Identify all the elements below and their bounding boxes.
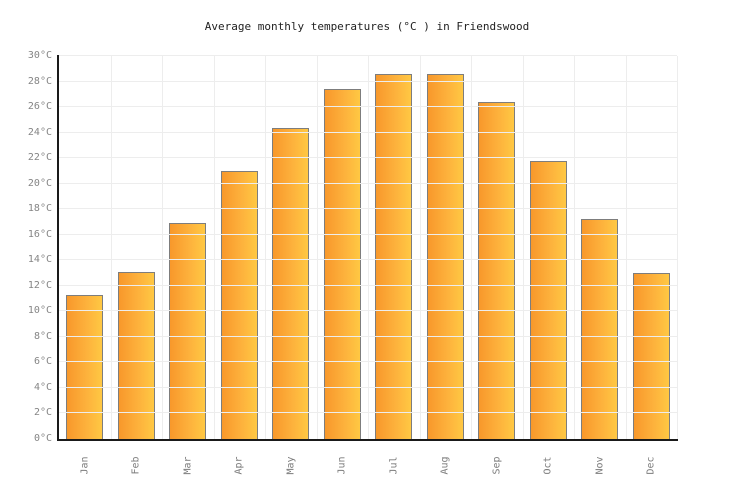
y-tick-label-16: 16°C xyxy=(27,228,52,240)
x-tick-label-may: May xyxy=(265,443,317,487)
bar-jun xyxy=(323,89,361,439)
gridline-vertical xyxy=(316,56,318,439)
bar-jan xyxy=(66,294,104,439)
x-tick-label-text: Jan xyxy=(79,455,91,475)
bar-slot-may xyxy=(265,56,317,439)
x-axis-line xyxy=(57,439,678,441)
bar-slot-dec xyxy=(626,56,678,439)
bar-slot-nov xyxy=(574,56,626,439)
x-tick-label-text: Feb xyxy=(130,455,142,475)
gridline-vertical xyxy=(471,56,472,439)
x-tick-label-jun: Jun xyxy=(317,443,369,487)
bar-slot-feb xyxy=(111,56,163,439)
y-tick-label-10: 10°C xyxy=(27,305,52,317)
gridline-vertical xyxy=(522,56,524,439)
gridline-vertical xyxy=(574,56,575,439)
y-tick-label-24: 24°C xyxy=(27,126,52,138)
y-tick-label-0: 0°C xyxy=(33,433,52,444)
y-tick-label-12: 12°C xyxy=(27,279,52,291)
y-tick-label-20: 20°C xyxy=(27,177,52,189)
bar-slot-jun xyxy=(317,56,369,439)
gridline-vertical xyxy=(110,56,112,439)
x-tick-label-jan: Jan xyxy=(59,443,111,487)
bar-dec xyxy=(632,273,670,439)
x-tick-label-oct: Oct xyxy=(523,443,575,487)
bar-slot-aug xyxy=(420,56,472,439)
bar-slot-sep xyxy=(471,56,523,439)
bar-sep xyxy=(478,101,516,439)
x-tick-label-text: May xyxy=(285,455,297,475)
gridline-vertical xyxy=(265,56,266,439)
bar-slot-jul xyxy=(368,56,420,439)
x-tick-label-mar: Mar xyxy=(162,443,214,487)
x-tick-label-text: Jun xyxy=(336,455,348,475)
bar-may xyxy=(272,127,310,439)
y-tick-label-6: 6°C xyxy=(33,356,52,368)
gridline-vertical xyxy=(162,56,163,439)
x-tick-label-sep: Sep xyxy=(471,443,523,487)
bar-slot-oct xyxy=(523,56,575,439)
gridline-vertical xyxy=(368,56,369,439)
bar-jul xyxy=(375,73,413,439)
x-tick-label-text: Mar xyxy=(182,455,194,475)
bar-apr xyxy=(220,170,258,439)
gridline-horizontal xyxy=(59,55,677,56)
x-tick-label-aug: Aug xyxy=(420,443,472,487)
x-tick-label-text: Dec xyxy=(645,455,657,475)
x-tick-label-dec: Dec xyxy=(626,443,678,487)
x-tick-label-jul: Jul xyxy=(368,443,420,487)
chart-title: Average monthly temperatures (°C ) in Fr… xyxy=(204,20,530,33)
gridline-vertical xyxy=(419,56,421,439)
x-tick-label-apr: Apr xyxy=(214,443,266,487)
y-tick-label-26: 26°C xyxy=(27,101,52,113)
y-tick-label-4: 4°C xyxy=(33,381,52,393)
x-tick-label-text: Jul xyxy=(388,455,400,475)
x-tick-label-text: Aug xyxy=(439,455,451,475)
bars-row xyxy=(59,56,677,439)
gridline-vertical xyxy=(213,56,215,439)
y-tick-label-22: 22°C xyxy=(27,152,52,164)
bar-feb xyxy=(117,271,155,439)
bar-mar xyxy=(169,223,207,439)
gridline-vertical xyxy=(677,56,678,439)
x-tick-label-text: Nov xyxy=(594,455,606,475)
x-tick-label-feb: Feb xyxy=(111,443,163,487)
bar-slot-apr xyxy=(214,56,266,439)
y-tick-label-8: 8°C xyxy=(33,330,52,342)
bar-nov xyxy=(581,219,619,439)
bar-slot-mar xyxy=(162,56,214,439)
x-tick-label-text: Oct xyxy=(542,455,554,475)
y-tick-label-14: 14°C xyxy=(27,254,52,266)
bar-aug xyxy=(426,73,464,439)
plot-area xyxy=(59,55,678,439)
y-tick-label-30: 30°C xyxy=(27,50,52,61)
gridline-vertical xyxy=(625,56,627,439)
bar-oct xyxy=(529,160,567,439)
x-axis-tick-labels: Jan Feb Mar Apr May Jun Jul Aug Sep Oct Nov Dec xyxy=(59,443,677,487)
x-tick-label-text: Apr xyxy=(233,455,245,475)
y-tick-label-2: 2°C xyxy=(33,407,52,419)
y-tick-label-28: 28°C xyxy=(27,75,52,87)
x-tick-label-nov: Nov xyxy=(574,443,626,487)
bar-slot-jan xyxy=(59,56,111,439)
y-tick-label-18: 18°C xyxy=(27,203,52,215)
y-axis-line xyxy=(57,55,59,440)
x-tick-label-text: Sep xyxy=(491,455,503,475)
